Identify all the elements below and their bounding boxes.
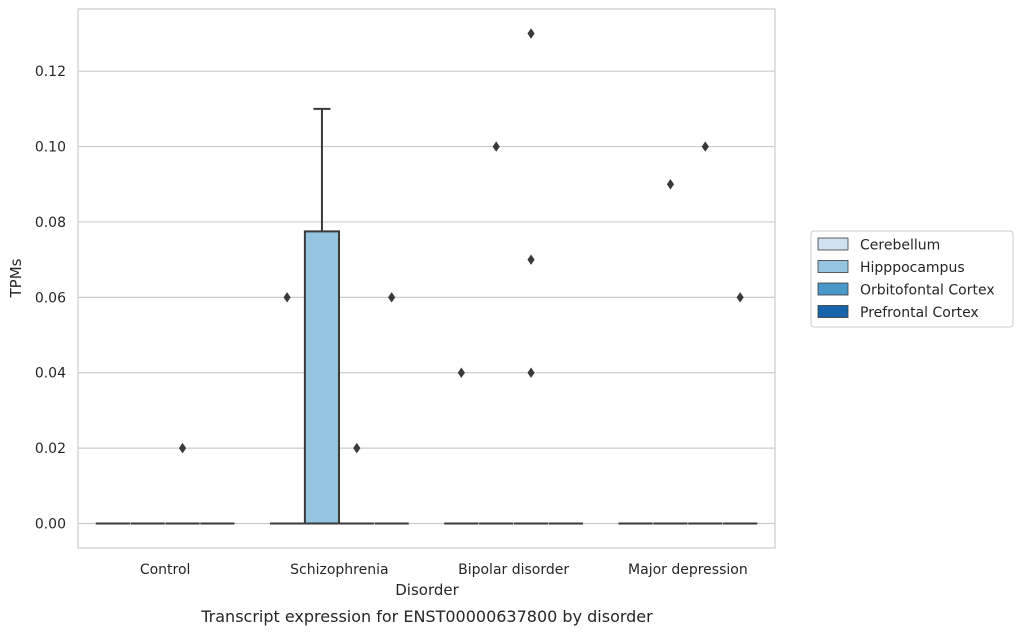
plot-area	[77, 8, 776, 549]
box-bipolar-disorder-orbitofontal-cortex	[513, 28, 549, 525]
outlier-point	[283, 292, 291, 303]
x-tick-label: Control	[140, 562, 191, 578]
box-major-depression-hipppocampus	[653, 179, 688, 525]
box-major-depression-prefrontal-cortex	[723, 292, 758, 525]
y-tick-label: 0.04	[35, 366, 66, 382]
y-axis-label: TPMs	[7, 258, 25, 298]
chart-caption: Transcript expression for ENST0000063780…	[200, 607, 653, 626]
outlier-point	[353, 442, 361, 454]
x-tick-label: Major depression	[628, 562, 748, 578]
y-axis-ticks: 0.00 0.02 0.04 0.06 0.08 0.10 0.12	[35, 64, 66, 532]
y-tick-label: 0.00	[35, 517, 66, 533]
box-body	[303, 230, 341, 525]
outlier-point	[527, 367, 535, 378]
legend-entry: Orbitofontal Cortex	[860, 283, 995, 299]
y-tick-label: 0.02	[35, 441, 66, 457]
outlier-point	[388, 292, 396, 303]
x-tick-label: Bipolar disorder	[458, 562, 569, 578]
box-schizophrenia-prefrontal-cortex	[374, 292, 409, 525]
legend-entry: Prefrontal Cortex	[860, 305, 979, 321]
outlier-point	[527, 254, 535, 265]
box-major-depression-orbitofontal-cortex	[688, 141, 723, 525]
outlier-point	[666, 179, 675, 190]
x-axis-ticks: Control Schizophrenia Bipolar disorder Majo…	[140, 562, 748, 578]
box-plots	[95, 28, 758, 525]
legend-swatch	[817, 260, 849, 273]
legend-swatch	[817, 282, 849, 296]
legend: Cerebellum Hipppocampus Orbitofontal Corte…	[810, 230, 1014, 328]
grid-lines	[78, 70, 775, 525]
outlier-point	[178, 442, 187, 454]
outlier-point	[457, 367, 465, 378]
x-axis-label: Disorder	[395, 581, 459, 599]
y-tick-label: 0.12	[35, 64, 66, 80]
y-tick-label: 0.10	[35, 140, 66, 156]
legend-frame	[810, 230, 1014, 328]
outlier-point	[736, 292, 744, 303]
outlier-point	[701, 141, 709, 152]
legend-swatch	[817, 305, 849, 318]
box-bipolar-disorder-cerebellum	[444, 367, 479, 525]
y-tick-label: 0.08	[35, 215, 66, 231]
box-control-orbitofontal-cortex	[165, 442, 200, 525]
outlier-point	[527, 28, 535, 39]
outlier-point	[492, 141, 500, 152]
legend-swatch	[817, 237, 849, 251]
legend-entry: Hipppocampus	[860, 260, 965, 276]
box-schizophrenia-cerebellum	[270, 292, 305, 525]
box-bipolar-disorder-hipppocampus	[479, 141, 514, 525]
box-schizophrenia-hipppocampus	[303, 107, 341, 525]
legend-entry: Cerebellum	[860, 238, 940, 254]
box-schizophrenia-orbitofontal-cortex	[339, 442, 374, 525]
x-tick-label: Schizophrenia	[290, 562, 388, 578]
y-tick-label: 0.06	[35, 290, 66, 306]
